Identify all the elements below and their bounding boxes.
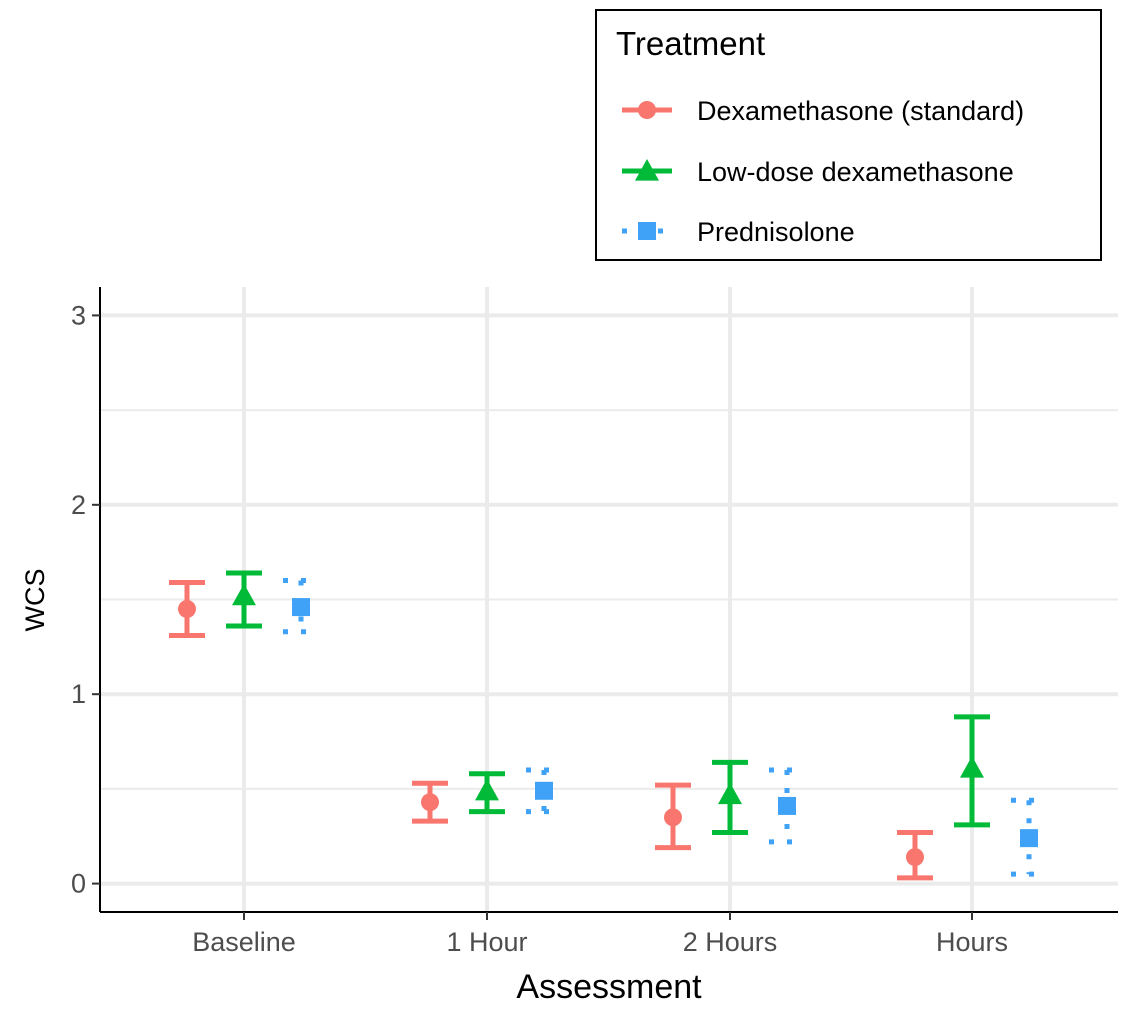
legend-label: Dexamethasone (standard) [697,96,1024,126]
data-point [1020,829,1038,848]
y-tick-label: 0 [71,869,86,899]
legend-key-marker [638,101,656,119]
x-axis-title: Assessment [516,968,702,1006]
legend-label: Low-dose dexamethasone [697,157,1014,187]
data-point [664,808,682,827]
series-marks [169,570,1047,881]
legend-keys: Dexamethasone (standard) Low-dose dexamet… [622,96,1024,247]
y-axis-title: WCS [20,569,50,632]
data-point [718,782,742,805]
data-point [421,793,439,812]
y-tick-label: 3 [71,300,86,330]
legend-box [595,9,1102,261]
data-point [292,598,310,617]
legend-label: Prednisolone [697,217,855,247]
legend-key-marker [635,159,659,181]
y-tick-label: 1 [71,679,86,709]
data-point [232,583,256,606]
data-point [906,848,924,867]
data-point [960,756,984,778]
x-tick-label: Baseline [192,927,296,957]
data-point [535,781,553,800]
x-tick-label: 2 Hours [683,927,778,957]
series-3 [283,578,1047,877]
legend-title: Treatment [616,25,765,62]
x-tick-label: Hours [936,927,1008,957]
data-point [778,796,796,815]
y-tick-label: 2 [71,490,86,520]
axes [99,287,1118,913]
legend-key-marker [638,222,656,240]
data-point [178,599,196,618]
series-2 [226,570,990,835]
legend: Treatment Dexamethasone (standard) Low-do… [595,9,1102,261]
tick-marks: 0 1 2 3 Baseline 1 Hour 2 Hours Hours [71,300,1008,957]
x-tick-label: 1 Hour [446,927,527,957]
series-1 [169,579,933,881]
data-point [475,778,499,801]
